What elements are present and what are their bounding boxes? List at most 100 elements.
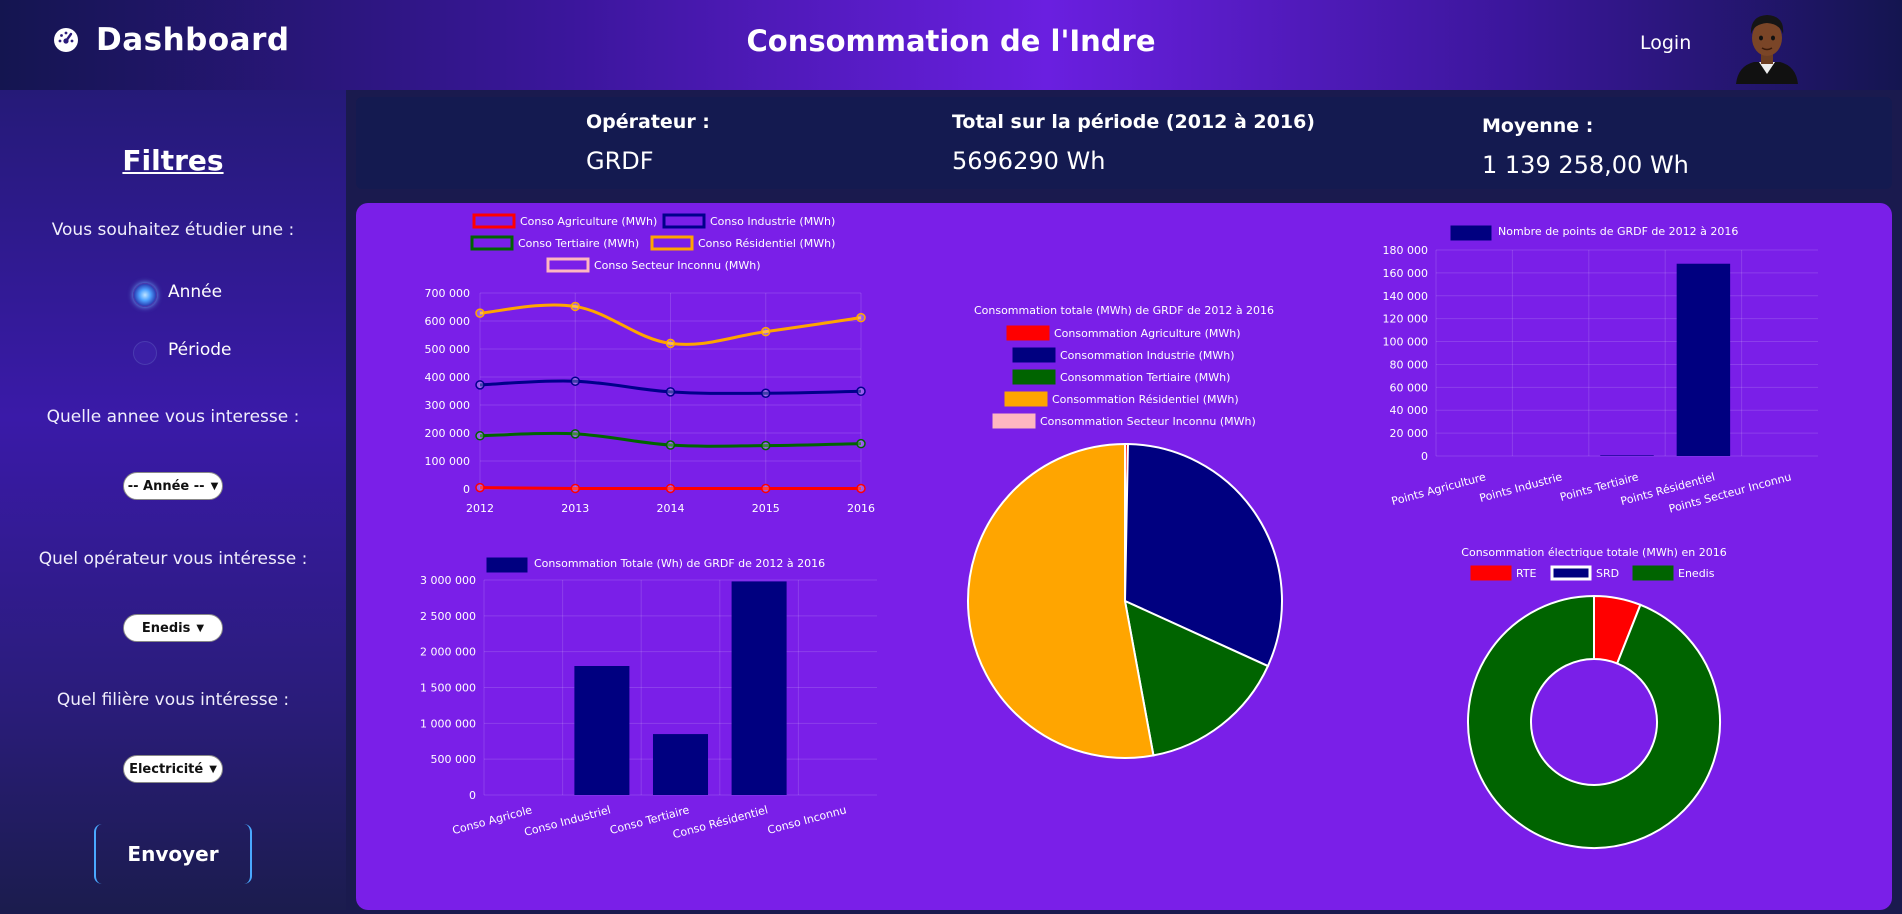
sector-question: Quel filière vous intéresse : — [56, 690, 290, 710]
year-select[interactable]: -- Année -- ▼ — [123, 472, 223, 500]
pie-chart-legend-label: Consommation Secteur Inconnu (MWh) — [1040, 415, 1256, 428]
bar-chart-ytick: 2 000 000 — [420, 646, 476, 659]
line-chart-point — [570, 301, 580, 312]
sector-select[interactable]: Electricité ▼ — [123, 755, 223, 783]
points-chart-legend-swatch — [1450, 225, 1492, 241]
line-chart-legend-swatch — [662, 213, 706, 229]
line-chart-ytick: 200 000 — [425, 427, 471, 440]
bar-chart-bar — [574, 666, 630, 795]
pie-chart-legend-swatch — [1006, 325, 1050, 341]
operator-select-value: Enedis — [141, 620, 191, 636]
charts-panel: 0 100 000 200 000 300 000 400 000 500 000 600 … — [356, 203, 1892, 910]
points-chart-bar — [1676, 263, 1731, 456]
points-chart-ytick: 100 000 — [1383, 336, 1429, 349]
top-header: Dashboard Consommation de l'Indre Login — [0, 0, 1902, 90]
pie-chart-slice — [1123, 599, 1270, 757]
pie-chart-legend-swatch — [992, 413, 1036, 429]
line-chart-xtick: 2013 — [561, 502, 589, 515]
line-chart-legend-label: Conso Agriculture (MWh) — [520, 215, 657, 228]
pie-chart-legend-label: Consommation Tertiaire (MWh) — [1060, 371, 1230, 384]
line-chart-series — [479, 431, 862, 448]
stats-bar: Opérateur : GRDF Total sur la période (2… — [356, 97, 1892, 189]
pie-chart-title: Consommation totale (MWh) de GRDF de 201… — [974, 304, 1274, 317]
total-value: 5696290 Wh — [952, 147, 1106, 175]
line-chart-point — [665, 440, 676, 450]
bar-chart-legend-swatch — [486, 557, 528, 573]
points-chart-ytick: 120 000 — [1383, 313, 1429, 326]
doughnut-chart-slice — [1467, 594, 1721, 849]
line-chart-legend-swatch — [472, 213, 516, 229]
line-chart-legend-swatch — [546, 257, 590, 273]
line-chart-legend-label: Conso Secteur Inconnu (MWh) — [594, 259, 761, 272]
line-chart-ytick: 400 000 — [425, 371, 471, 384]
radio-periode-label[interactable]: Période — [168, 340, 232, 360]
study-question: Vous souhaitez étudier une : — [51, 220, 295, 240]
line-chart-point — [856, 386, 866, 397]
send-button[interactable]: Envoyer — [94, 824, 252, 884]
pie-chart-legend-swatch — [1012, 369, 1056, 385]
doughnut-chart-legend-swatch — [1550, 565, 1592, 581]
bar-chart-bar — [652, 734, 709, 795]
line-chart-point — [475, 308, 485, 318]
radio-periode[interactable] — [133, 341, 157, 365]
bar-chart-legend-label: Consommation Totale (Wh) de GRDF de 2012… — [534, 557, 825, 570]
pie-chart-slice — [1123, 443, 1283, 668]
line-chart-point — [665, 338, 676, 349]
line-chart-ytick: 700 000 — [425, 287, 471, 300]
line-chart-xtick: 2016 — [847, 502, 875, 515]
line-chart-xtick: 2015 — [752, 502, 780, 515]
points-chart-bar — [1600, 455, 1654, 456]
pie-chart-legend-swatch — [1004, 391, 1048, 407]
doughnut-chart-legend-swatch — [1470, 565, 1512, 581]
bar-chart-ytick: 1 000 000 — [420, 717, 476, 730]
login-link[interactable]: Login — [1640, 32, 1692, 54]
line-chart-ytick: 0 — [463, 483, 470, 496]
operator-value: GRDF — [586, 147, 654, 175]
radio-annee[interactable] — [133, 283, 157, 307]
doughnut-chart-legend-label: SRD — [1596, 567, 1619, 580]
line-chart-series — [479, 303, 862, 346]
line-chart-point — [761, 388, 771, 398]
year-question: Quelle annee vous interesse : — [46, 407, 300, 427]
line-chart-point — [856, 483, 866, 494]
doughnut-chart-legend-swatch — [1632, 565, 1674, 581]
line-chart-ytick: 300 000 — [425, 399, 471, 412]
line-chart-legend-label: Conso Résidentiel (MWh) — [698, 237, 835, 250]
line-chart-ytick: 600 000 — [425, 315, 471, 328]
chevron-down-icon: ▼ — [209, 763, 217, 775]
points-chart-ytick: 80 000 — [1390, 358, 1429, 371]
pie-chart-legend-label: Consommation Agriculture (MWh) — [1054, 327, 1241, 340]
pie-chart-legend-label: Consommation Résidentiel (MWh) — [1052, 393, 1239, 406]
chevron-down-icon: ▼ — [196, 622, 205, 634]
line-chart-xtick: 2012 — [466, 502, 494, 515]
doughnut-chart-title: Consommation électrique totale (MWh) en … — [1461, 546, 1726, 559]
bar-chart-ytick: 500 000 — [431, 753, 477, 766]
bar-chart-ytick: 0 — [469, 789, 476, 802]
line-chart-legend-swatch — [470, 235, 514, 251]
mean-value: 1 139 258,00 Wh — [1482, 151, 1689, 179]
line-chart-ytick: 100 000 — [425, 455, 471, 468]
operator-select[interactable]: Enedis ▼ — [123, 614, 223, 642]
charts-canvas: 0 100 000 200 000 300 000 400 000 500 000 600 … — [420, 213, 1818, 849]
user-avatar-icon[interactable] — [1732, 8, 1802, 84]
line-chart-legend-swatch — [650, 235, 694, 251]
total-label: Total sur la période (2012 à 2016) — [952, 111, 1315, 133]
bar-chart-ytick: 3 000 000 — [420, 574, 476, 587]
operator-label: Opérateur : — [586, 111, 710, 133]
doughnut-chart-legend-label: RTE — [1516, 567, 1537, 580]
points-chart-legend-label: Nombre de points de GRDF de 2012 à 2016 — [1498, 225, 1738, 238]
line-chart-point — [761, 483, 771, 494]
year-select-value: -- Année -- — [127, 478, 205, 494]
bar-chart-xtick: Conso Industriel — [523, 803, 612, 839]
radio-annee-label[interactable]: Année — [168, 282, 223, 302]
brand[interactable]: Dashboard — [52, 22, 290, 58]
pie-chart-slice — [967, 442, 1155, 759]
line-chart-xtick: 2014 — [657, 502, 685, 515]
line-chart-legend-label: Conso Industrie (MWh) — [710, 215, 835, 228]
line-chart-point — [475, 431, 485, 441]
points-chart-ytick: 20 000 — [1390, 427, 1429, 440]
points-chart-ytick: 140 000 — [1383, 290, 1429, 303]
pie-chart-legend-swatch — [1012, 347, 1056, 363]
bar-chart-xtick: Conso Agricole — [451, 803, 534, 837]
sector-select-value: Electricité — [129, 761, 204, 777]
